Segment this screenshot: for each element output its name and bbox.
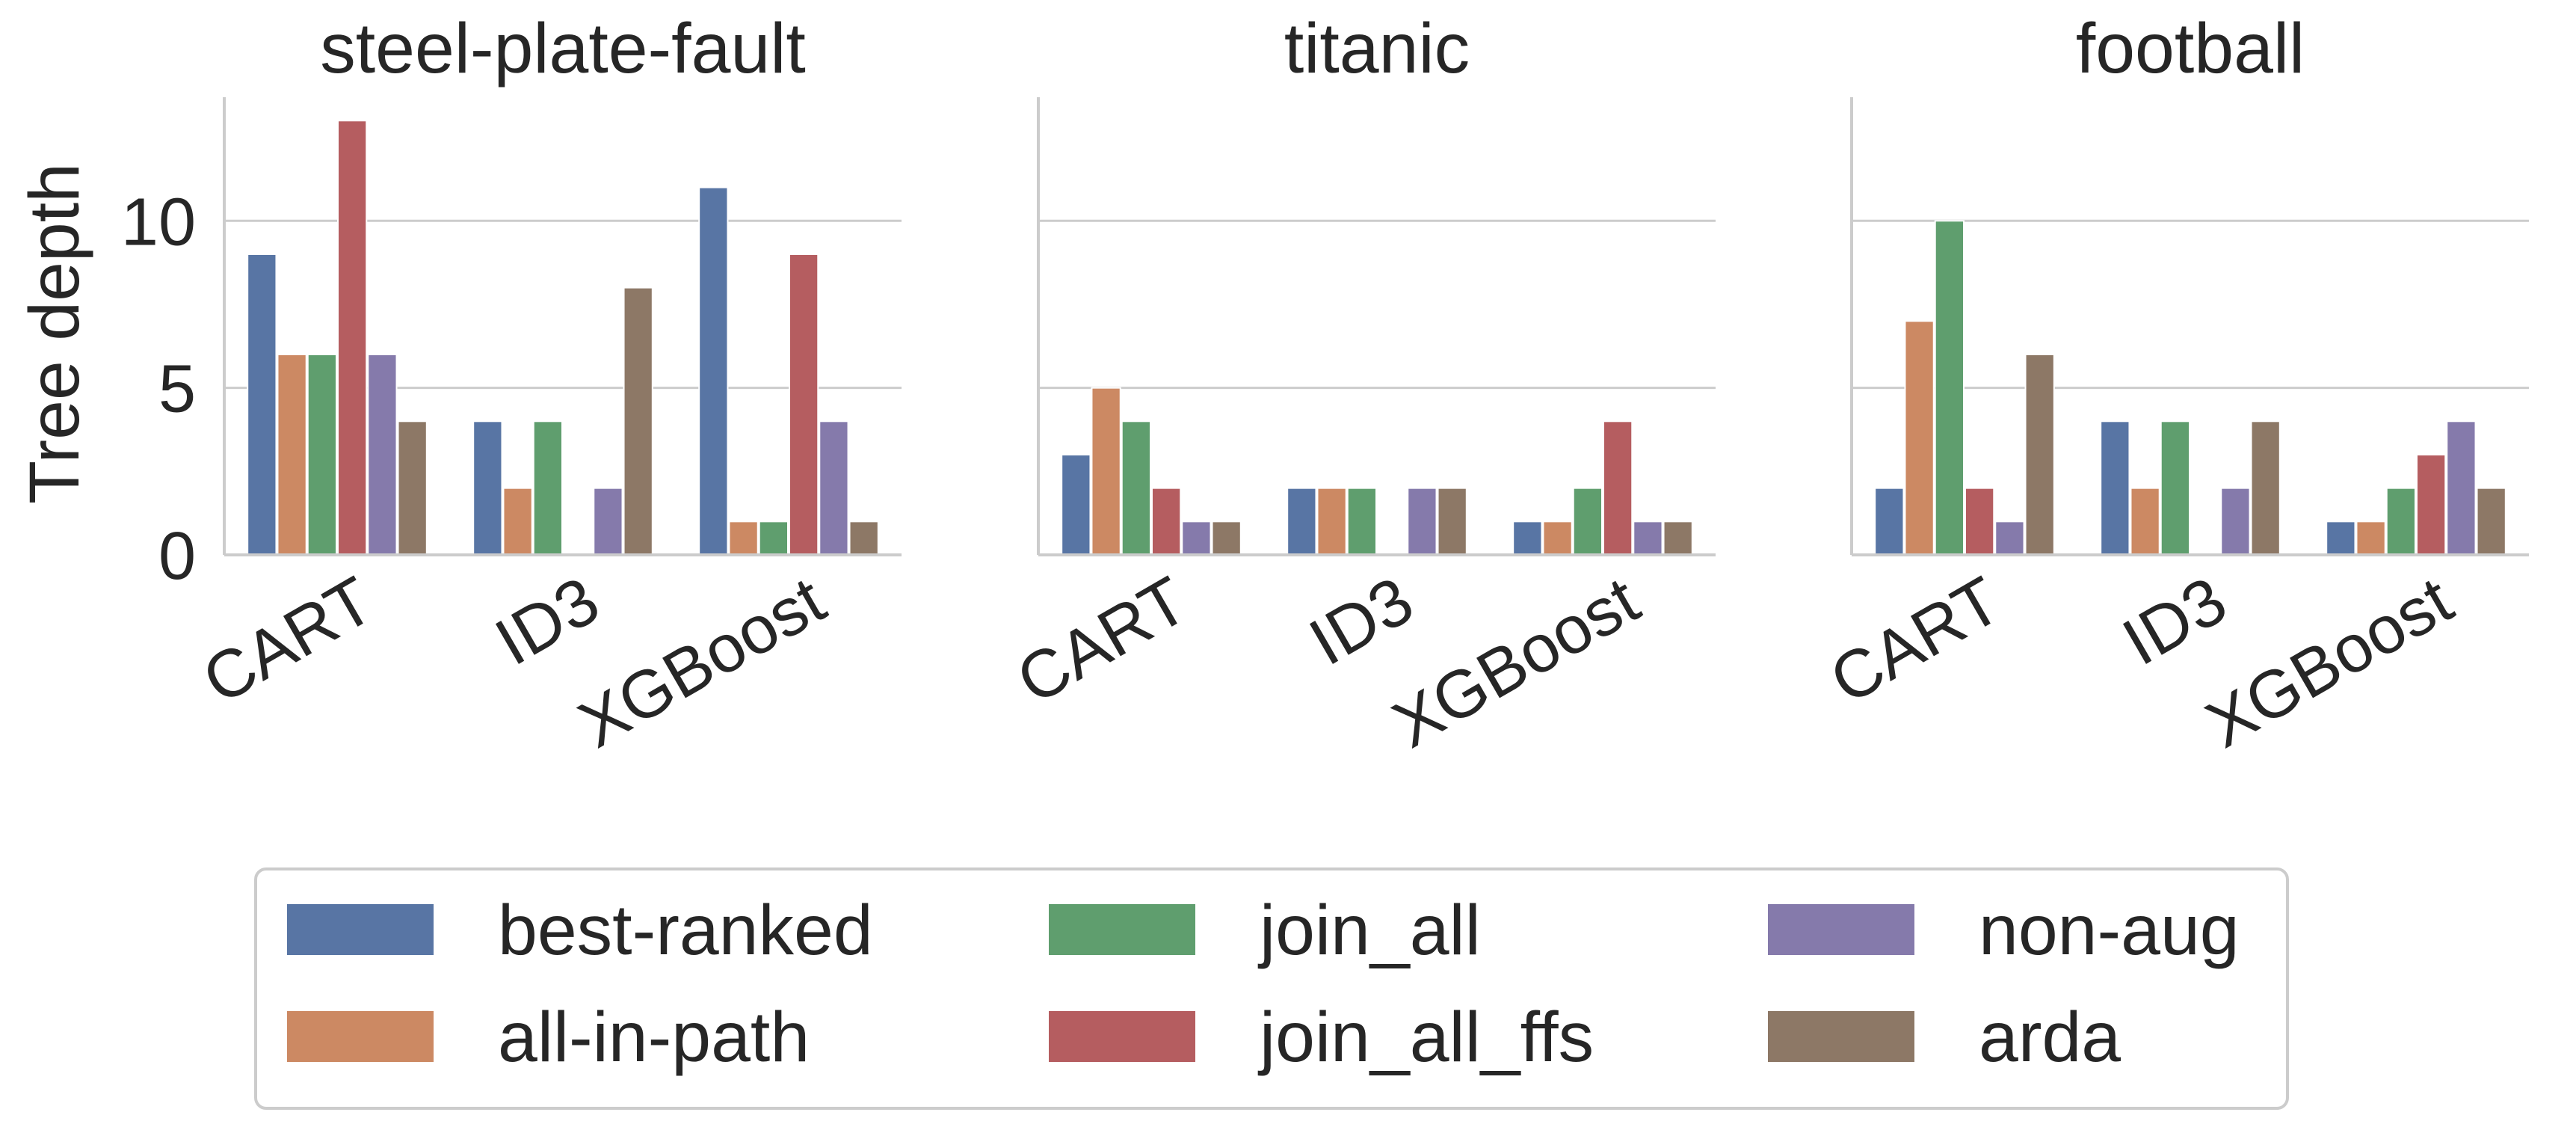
- bar-football-cart-join-all-ffs: [1965, 487, 1995, 556]
- x-tick-label-football-cart: CART: [1818, 563, 2013, 719]
- bar-football-xgboost-best-ranked: [2326, 520, 2356, 556]
- bar-football-xgboost-join-all-ffs: [2416, 453, 2447, 556]
- bar-titanic-xgboost-join-all-ffs: [1603, 420, 1633, 556]
- legend-label-non-aug: non-aug: [1979, 891, 2240, 970]
- legend-swatch-best-ranked: [287, 904, 434, 955]
- bar-football-xgboost-all-in-path: [2355, 520, 2386, 556]
- legend-swatch-arda: [1768, 1011, 1914, 1062]
- bar-titanic-cart-all-in-path: [1091, 387, 1121, 556]
- bar-football-xgboost-arda: [2476, 487, 2506, 556]
- x-tick-label-steel-plate-fault-id3: ID3: [484, 563, 611, 681]
- legend-label-join-all-ffs: join_all_ffs: [1257, 998, 1594, 1077]
- bar-steel-plate-fault-xgboost-best-ranked: [698, 186, 729, 556]
- bar-steel-plate-fault-cart-join-all-ffs: [337, 120, 368, 556]
- bar-titanic-xgboost-non-aug: [1633, 520, 1663, 556]
- bar-titanic-cart-join-all: [1121, 420, 1151, 556]
- bar-football-cart-all-in-path: [1904, 320, 1935, 556]
- x-tick-label-titanic-id3: ID3: [1298, 563, 1426, 681]
- bar-steel-plate-fault-id3-join-all: [532, 420, 564, 556]
- bar-titanic-id3-arda: [1437, 487, 1467, 556]
- bar-titanic-xgboost-arda: [1663, 520, 1693, 556]
- bar-football-cart-non-aug: [1994, 520, 2025, 556]
- legend-swatch-non-aug: [1768, 904, 1914, 955]
- bar-steel-plate-fault-xgboost-arda: [848, 520, 879, 556]
- legend-swatch-all-in-path: [287, 1011, 434, 1062]
- bar-steel-plate-fault-cart-arda: [397, 420, 428, 556]
- legend-label-all-in-path: all-in-path: [498, 998, 810, 1077]
- y-tick-label-0: 0: [158, 519, 196, 594]
- bar-steel-plate-fault-id3-arda: [623, 286, 653, 556]
- bar-steel-plate-fault-id3-non-aug: [593, 487, 623, 556]
- y-axis-label: Tree depth: [15, 163, 94, 504]
- bar-football-id3-all-in-path: [2130, 487, 2160, 556]
- legend-label-join-all: join_all: [1257, 891, 1481, 970]
- bar-titanic-cart-non-aug: [1181, 520, 1212, 556]
- x-tick-label-football-xgboost: XGBoost: [2194, 563, 2465, 763]
- bar-steel-plate-fault-xgboost-non-aug: [819, 420, 849, 556]
- bar-football-xgboost-non-aug: [2446, 420, 2477, 556]
- bar-titanic-id3-best-ranked: [1287, 487, 1317, 556]
- bar-titanic-cart-arda: [1211, 520, 1242, 556]
- bar-titanic-xgboost-all-in-path: [1542, 520, 1573, 556]
- x-tick-label-football-id3: ID3: [2111, 563, 2239, 681]
- bar-titanic-id3-all-in-path: [1316, 487, 1347, 556]
- bar-titanic-cart-best-ranked: [1061, 453, 1091, 556]
- bar-steel-plate-fault-cart-all-in-path: [277, 353, 307, 556]
- legend-swatch-join-all-ffs: [1049, 1011, 1195, 1062]
- bar-football-id3-arda: [2250, 420, 2281, 556]
- panel-title-steel-plate-fault: steel-plate-fault: [320, 9, 806, 88]
- bar-titanic-cart-join-all-ffs: [1151, 487, 1182, 556]
- bar-steel-plate-fault-id3-all-in-path: [502, 487, 533, 556]
- x-tick-label-titanic-xgboost: XGBoost: [1381, 563, 1651, 763]
- bar-steel-plate-fault-xgboost-all-in-path: [728, 520, 759, 556]
- bar-football-id3-best-ranked: [2100, 420, 2130, 556]
- bar-titanic-id3-non-aug: [1407, 487, 1438, 556]
- bar-titanic-xgboost-best-ranked: [1512, 520, 1543, 556]
- x-tick-label-titanic-cart: CART: [1005, 563, 1200, 719]
- bar-football-cart-arda: [2024, 353, 2055, 556]
- x-tick-label-steel-plate-fault-cart: CART: [191, 563, 386, 719]
- panel-title-football: football: [2076, 9, 2305, 88]
- bar-football-id3-non-aug: [2220, 487, 2251, 556]
- bar-football-id3-join-all: [2160, 420, 2191, 556]
- bar-football-cart-best-ranked: [1874, 487, 1905, 556]
- legend-swatch-join-all: [1049, 904, 1195, 955]
- x-tick-label-steel-plate-fault-xgboost: XGBoost: [567, 563, 837, 763]
- panel-title-titanic: titanic: [1284, 9, 1470, 88]
- y-tick-label-10: 10: [121, 185, 196, 260]
- bar-football-cart-join-all: [1934, 220, 1965, 556]
- bar-steel-plate-fault-cart-non-aug: [367, 353, 398, 556]
- y-tick-label-5: 5: [158, 352, 196, 427]
- bar-steel-plate-fault-xgboost-join-all: [758, 520, 789, 556]
- legend-label-arda: arda: [1979, 998, 2121, 1077]
- bar-steel-plate-fault-cart-best-ranked: [247, 253, 277, 556]
- bar-titanic-id3-join-all: [1346, 487, 1377, 556]
- legend-label-best-ranked: best-ranked: [498, 891, 873, 970]
- bar-steel-plate-fault-cart-join-all: [306, 353, 338, 556]
- bar-steel-plate-fault-id3-best-ranked: [472, 420, 503, 556]
- bar-steel-plate-fault-xgboost-join-all-ffs: [789, 253, 819, 556]
- bar-football-xgboost-join-all: [2385, 487, 2417, 556]
- bar-titanic-xgboost-join-all: [1572, 487, 1603, 556]
